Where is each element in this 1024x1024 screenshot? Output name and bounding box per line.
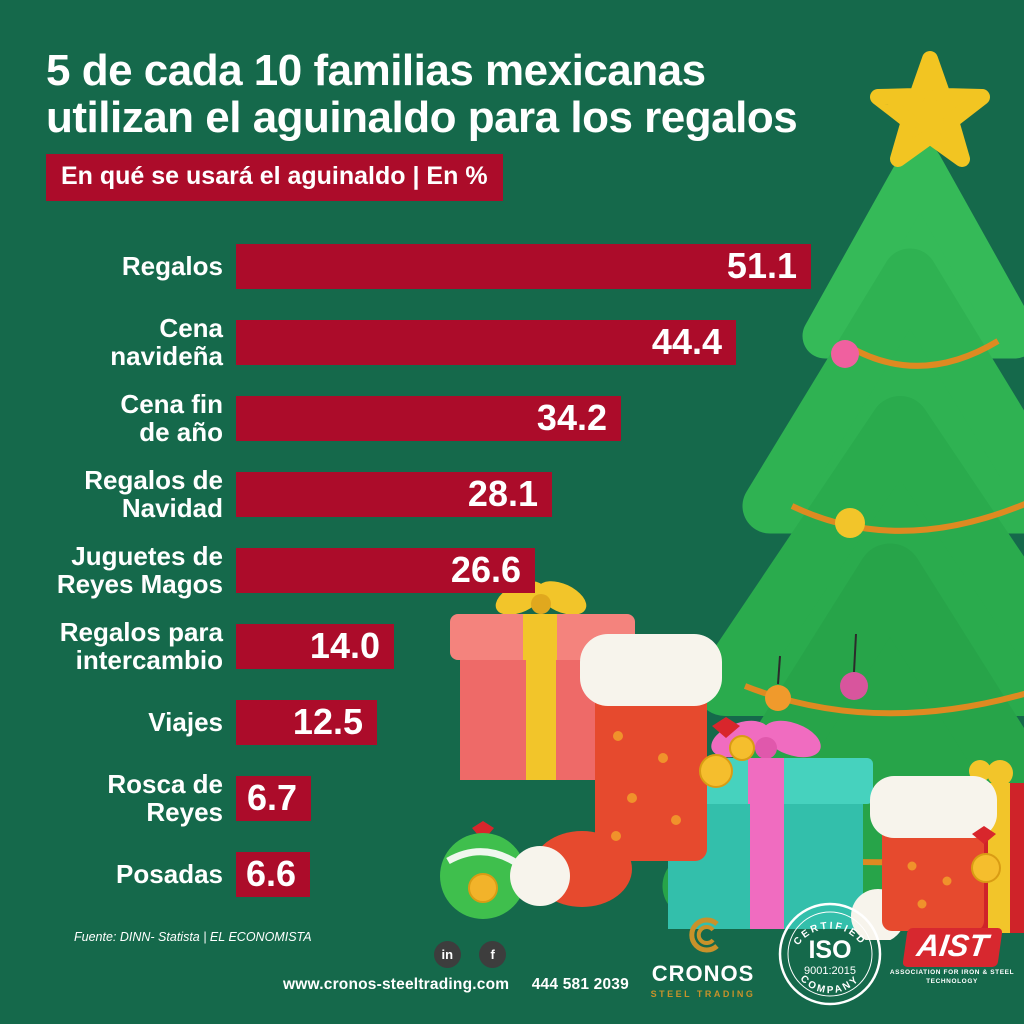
bar-category-label: Juguetes de Reyes Magos: [56, 540, 223, 599]
bar-row: Viajes 12.5: [45, 684, 811, 760]
aist-name: AIST: [914, 928, 991, 963]
linkedin-icon[interactable]: in: [433, 941, 461, 968]
bar-category-label: Cena navideña: [110, 312, 223, 371]
bar: 34.2: [236, 395, 621, 441]
phone-number: 444 581 2039: [531, 976, 629, 993]
iso-badge-icon: CERTIFIED COMPANY ISO 9001:2015: [778, 902, 882, 1006]
bar-value: 44.4: [651, 321, 722, 362]
bar: 44.4: [236, 319, 736, 365]
bar-value: 26.6: [450, 549, 521, 590]
bar: 6.6: [236, 851, 310, 897]
bar: 28.1: [236, 471, 552, 517]
bar-value: 6.6: [245, 853, 296, 894]
bar-row: Regalos 51.1: [45, 228, 811, 304]
bar-category-label: Regalos: [121, 250, 223, 281]
bar-category-label: Viajes: [148, 706, 223, 737]
bar-category-label: Posadas: [116, 858, 223, 889]
bar: 51.1: [236, 243, 811, 289]
bar-category-label: Regalos de Navidad: [84, 464, 223, 523]
facebook-icon[interactable]: f: [479, 941, 507, 968]
bar-row: Rosca de Reyes 6.7: [45, 760, 811, 836]
aist-mark: AIST: [901, 928, 1003, 968]
bar-row: Juguetes de Reyes Magos 26.6: [45, 532, 811, 608]
subtitle-badge: En qué se usará el aguinaldo | En %: [46, 154, 503, 202]
iso-name: ISO: [808, 936, 851, 964]
aist-caption-line1: ASSOCIATION FOR IRON & STEEL: [889, 969, 1015, 977]
bar-value: 14.0: [309, 625, 380, 666]
social-icons: in f: [310, 941, 630, 968]
cronos-name: CRONOS: [651, 961, 755, 986]
bar-value: 51.1: [726, 245, 797, 286]
iso-number: 9001:2015: [804, 965, 856, 977]
aist-logo: AIST ASSOCIATION FOR IRON & STEEL TECHNO…: [884, 928, 1020, 985]
bar-value: 28.1: [467, 473, 538, 514]
bar-row: Cena navideña 44.4: [45, 304, 811, 380]
stockings-icon: [510, 634, 1001, 940]
website-link[interactable]: www.cronos-steeltrading.com: [283, 976, 510, 993]
bar: 6.7: [236, 775, 311, 821]
bar: 26.6: [236, 547, 535, 593]
cronos-logo: CRONOS STEEL TRADING: [642, 916, 764, 999]
bar-value: 34.2: [536, 397, 607, 438]
bar-row: Regalos para intercambio 14.0: [45, 608, 811, 684]
cronos-tagline: STEEL TRADING: [650, 989, 756, 999]
bar-value: 12.5: [292, 701, 363, 742]
source-note: Fuente: DINN- Statista | EL ECONOMISTA: [74, 930, 312, 944]
page-title: 5 de cada 10 familias mexicanas utilizan…: [46, 46, 798, 142]
bar-category-label: Cena fin de año: [120, 388, 223, 447]
iso-certified-badge: CERTIFIED COMPANY ISO 9001:2015: [776, 900, 884, 1013]
cronos-c-icon: [689, 917, 719, 953]
bar-value: 6.7: [246, 777, 297, 818]
star-icon: [870, 51, 990, 167]
bar-row: Cena fin de año 34.2: [45, 380, 811, 456]
bar-category-label: Regalos para intercambio: [59, 616, 223, 675]
bar-row: Regalos de Navidad 28.1: [45, 456, 811, 532]
bar-chart: Regalos 51.1 Cena navideña 44.4 Cena fin de …: [45, 228, 811, 912]
title-line2: utilizan el aguinaldo para los regalos: [46, 92, 798, 142]
title-line1: 5 de cada 10 familias mexicanas: [46, 46, 706, 95]
bar-category-label: Rosca de Reyes: [107, 768, 223, 827]
bar: 14.0: [236, 623, 394, 669]
bar-row: Posadas 6.6: [45, 836, 811, 912]
aist-caption-line2: TECHNOLOGY: [926, 978, 978, 986]
contact-line: www.cronos-steeltrading.com 444 581 2039: [206, 976, 706, 994]
bar: 12.5: [236, 699, 377, 745]
